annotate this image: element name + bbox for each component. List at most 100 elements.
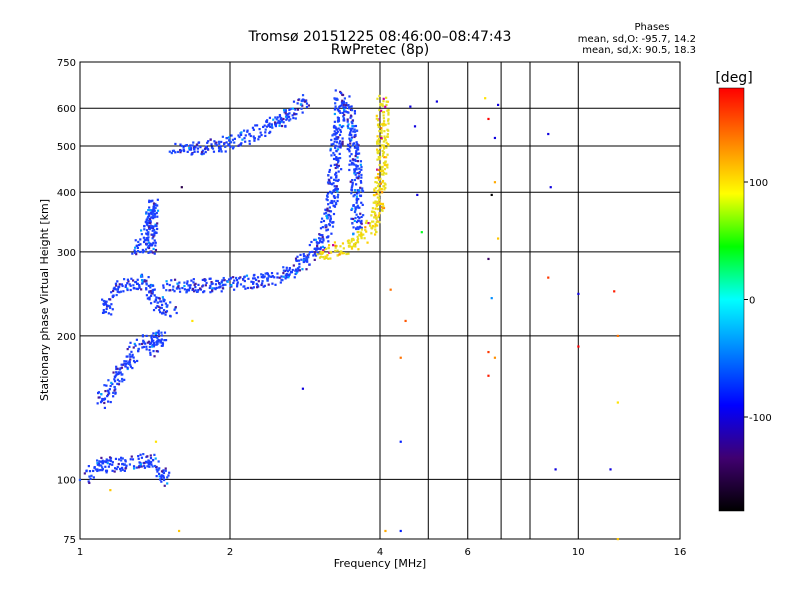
- echo-point: [217, 146, 221, 149]
- echo-point: [244, 287, 247, 290]
- echo-point: [173, 290, 176, 293]
- echo-point: [547, 276, 550, 279]
- echo-point: [177, 529, 181, 533]
- echo-point: [313, 250, 316, 254]
- echo-point: [106, 395, 109, 398]
- echo-point: [244, 140, 247, 143]
- echo-point: [113, 467, 117, 470]
- y-tick-label: 100: [57, 475, 76, 486]
- echo-point: [158, 308, 161, 312]
- echo-point: [379, 182, 383, 185]
- echo-point: [330, 232, 333, 235]
- echo-point: [191, 144, 194, 147]
- echo-point: [145, 287, 148, 290]
- echo-point: [351, 245, 354, 249]
- echo-point: [376, 208, 380, 211]
- echo-point: [378, 221, 381, 224]
- echo-point: [374, 228, 377, 231]
- echo-point: [355, 129, 359, 132]
- echo-point: [340, 168, 343, 171]
- colorbar-tick-label: 0: [749, 296, 755, 307]
- echo-point: [377, 216, 380, 219]
- echo-point: [145, 345, 148, 348]
- echo-point: [160, 470, 164, 473]
- echo-point: [613, 290, 616, 293]
- echo-point: [122, 290, 125, 293]
- echo-point: [382, 206, 386, 210]
- y-tick-label: 500: [57, 142, 76, 153]
- echo-point: [348, 242, 351, 245]
- echo-point: [336, 193, 340, 196]
- chart-subtitle: RwPretec (8p): [331, 42, 429, 58]
- echo-point: [374, 207, 377, 210]
- echo-point: [295, 268, 298, 271]
- echo-point: [282, 109, 286, 112]
- echo-point: [383, 188, 386, 191]
- echo-point: [353, 146, 357, 149]
- echo-point: [384, 105, 387, 108]
- echo-point: [288, 119, 291, 122]
- echo-point: [148, 228, 151, 231]
- echo-point: [207, 140, 210, 143]
- echo-point: [142, 340, 145, 344]
- echo-point: [102, 308, 105, 312]
- echo-point: [153, 355, 156, 358]
- echo-point: [332, 195, 336, 198]
- echo-point: [354, 241, 357, 245]
- echo-point: [149, 221, 152, 225]
- echo-point: [237, 134, 240, 137]
- echo-point: [360, 226, 363, 229]
- echo-point: [235, 278, 239, 282]
- echo-point: [138, 286, 141, 289]
- echo-point: [232, 276, 235, 279]
- x-tick-label: 6: [465, 547, 471, 558]
- echo-point: [377, 156, 380, 159]
- echo-point: [386, 153, 389, 156]
- echo-point: [276, 121, 279, 124]
- echo-point: [270, 272, 274, 275]
- echo-point: [357, 197, 360, 201]
- echo-point: [377, 190, 380, 194]
- echo-point: [337, 117, 340, 120]
- echo-point: [274, 122, 278, 125]
- echo-point: [126, 362, 130, 365]
- echo-point: [382, 145, 386, 149]
- echo-point: [298, 269, 301, 272]
- echo-point: [357, 144, 360, 147]
- echo-point: [252, 128, 255, 131]
- echo-point: [220, 140, 223, 144]
- echo-point: [192, 141, 195, 144]
- echo-point: [109, 489, 112, 492]
- echo-point: [176, 282, 179, 285]
- echo-point: [212, 150, 216, 153]
- echo-point: [160, 331, 163, 334]
- echo-point: [219, 145, 223, 148]
- echo-point: [265, 125, 269, 128]
- echo-point: [89, 477, 92, 480]
- echo-point: [354, 245, 357, 248]
- echo-point: [125, 360, 128, 363]
- echo-point: [269, 125, 272, 128]
- echo-point: [325, 198, 328, 201]
- echo-point: [484, 97, 487, 100]
- echo-point: [351, 144, 355, 147]
- echo-point: [124, 459, 127, 462]
- echo-point: [151, 233, 154, 236]
- echo-point: [382, 114, 385, 117]
- echo-point: [333, 153, 336, 157]
- echo-point: [378, 142, 381, 145]
- echo-point: [334, 126, 337, 129]
- echo-point: [148, 296, 151, 300]
- echo-point: [142, 240, 146, 244]
- echo-point: [153, 212, 156, 216]
- echo-point: [382, 122, 385, 125]
- echo-point: [158, 467, 161, 470]
- echo-point: [327, 240, 330, 243]
- echo-point: [409, 105, 412, 108]
- echo-point: [371, 207, 375, 210]
- echo-point: [160, 300, 163, 303]
- echo-point: [353, 219, 356, 223]
- echo-point: [330, 138, 333, 142]
- echo-point: [360, 181, 363, 184]
- echo-point: [329, 210, 333, 213]
